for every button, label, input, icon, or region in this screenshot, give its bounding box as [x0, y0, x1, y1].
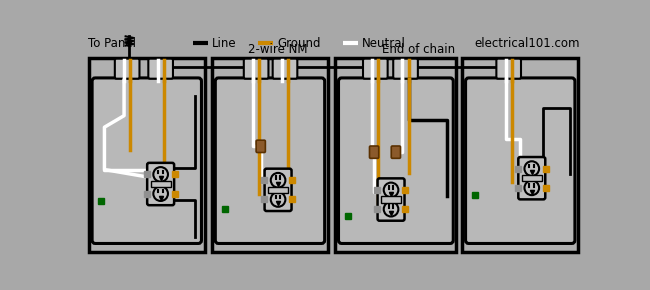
Bar	[463, 58, 578, 252]
Circle shape	[525, 180, 539, 195]
Circle shape	[153, 167, 168, 182]
FancyBboxPatch shape	[265, 169, 292, 211]
Circle shape	[153, 186, 168, 201]
FancyBboxPatch shape	[115, 59, 140, 79]
Circle shape	[384, 202, 398, 217]
Circle shape	[525, 161, 539, 176]
FancyBboxPatch shape	[369, 146, 379, 158]
Bar	[268, 187, 288, 193]
Text: 2-wire NM: 2-wire NM	[248, 43, 307, 56]
Circle shape	[271, 173, 285, 188]
Bar	[213, 58, 328, 252]
Text: Neutral: Neutral	[361, 37, 406, 50]
FancyBboxPatch shape	[391, 146, 400, 158]
Text: To Panel: To Panel	[88, 37, 136, 50]
FancyBboxPatch shape	[497, 59, 521, 79]
Bar	[335, 58, 456, 252]
Text: Ground: Ground	[277, 37, 320, 50]
FancyBboxPatch shape	[378, 178, 404, 221]
FancyBboxPatch shape	[147, 163, 174, 205]
FancyBboxPatch shape	[273, 59, 297, 79]
FancyBboxPatch shape	[215, 78, 324, 244]
FancyBboxPatch shape	[244, 59, 268, 79]
Bar	[89, 58, 205, 252]
Text: Line: Line	[211, 37, 236, 50]
Circle shape	[271, 192, 285, 207]
Bar	[151, 181, 171, 187]
FancyBboxPatch shape	[518, 157, 545, 200]
FancyBboxPatch shape	[92, 78, 202, 244]
Circle shape	[384, 183, 398, 197]
Bar	[381, 196, 401, 203]
FancyBboxPatch shape	[339, 78, 453, 244]
Text: electrical101.com: electrical101.com	[474, 37, 580, 50]
Bar	[522, 175, 542, 181]
FancyBboxPatch shape	[148, 59, 173, 79]
FancyBboxPatch shape	[393, 59, 418, 79]
FancyBboxPatch shape	[256, 140, 265, 153]
FancyBboxPatch shape	[363, 59, 387, 79]
Text: End of chain: End of chain	[382, 43, 456, 56]
FancyBboxPatch shape	[465, 78, 575, 244]
